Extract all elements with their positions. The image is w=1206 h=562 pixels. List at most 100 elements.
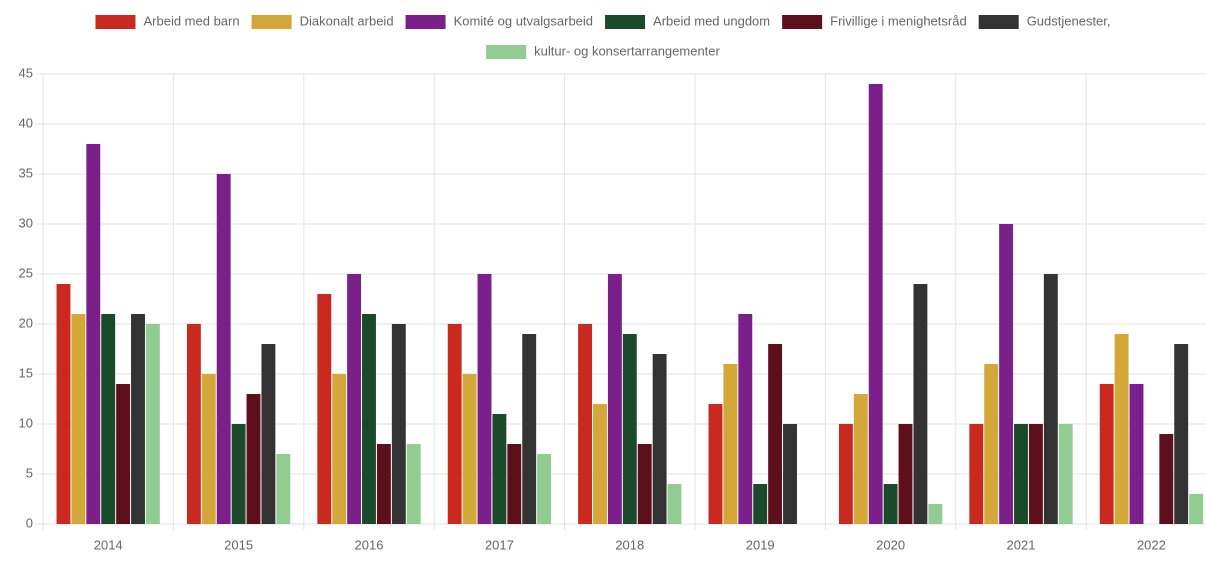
bar [332,374,347,524]
y-tick-label: 10 [19,415,33,430]
legend-item: Gudstjenester, [978,13,1111,29]
bar [578,324,593,524]
bar [1014,424,1028,524]
bar [101,314,116,524]
bar [622,334,637,524]
legend-label: Komité og utvalgsarbeid [454,13,593,28]
bar [838,424,853,524]
y-tick-label: 0 [26,515,33,530]
bar [347,274,362,524]
legend-swatch [605,15,646,29]
bar [537,454,552,524]
bar [913,284,928,524]
legend-swatch [95,15,136,29]
bar [186,324,201,524]
bar [853,394,868,524]
legend-swatch [978,15,1019,29]
y-tick-label: 45 [19,65,33,80]
bar [708,404,723,524]
bar [391,324,406,524]
bar [607,274,622,524]
bar [667,484,682,524]
y-tick-label: 35 [19,165,33,180]
bar [406,444,421,524]
x-tick-label: 2021 [1007,537,1036,552]
y-tick-label: 15 [19,365,33,380]
bar [56,284,71,524]
bar [145,324,160,524]
bar [462,374,477,524]
y-tick-label: 5 [26,465,33,480]
legend-label: Arbeid med ungdom [653,13,770,28]
bar [276,454,291,524]
legend-label: Frivillige i menighetsråd [830,13,967,28]
y-tick-label: 25 [19,265,33,280]
legend-item: kultur- og konsertarrangementer [486,43,721,59]
bar [131,314,145,524]
bar [362,314,376,524]
bar [246,394,261,524]
bar [652,354,667,524]
x-tick-label: 2019 [746,537,775,552]
bar [753,484,768,524]
x-tick-label: 2022 [1137,537,1166,552]
bar [768,344,783,524]
legend-label: Diakonalt arbeid [300,13,394,28]
legend-swatch [486,45,527,59]
bar [1129,384,1144,524]
bar [1159,434,1174,524]
bar [261,344,276,524]
bar [447,324,462,524]
bar [317,294,332,524]
y-tick-label: 30 [19,215,33,230]
bar [116,384,131,524]
bar [999,224,1014,524]
bar [593,404,607,524]
y-tick-label: 40 [19,115,33,130]
bar [969,424,984,524]
bar [1043,274,1058,524]
bar [1028,424,1043,524]
x-tick-label: 2017 [485,537,514,552]
legend-item: Frivillige i menighetsråd [782,13,967,29]
x-tick-label: 2016 [355,537,384,552]
x-tick-label: 2015 [224,537,253,552]
legend-label: Arbeid med barn [143,13,239,28]
legend-label: kultur- og konsertarrangementer [534,43,720,58]
bar [883,484,898,524]
bar [507,444,522,524]
bar [984,364,999,524]
legend-item: Diakonalt arbeid [251,13,394,29]
legend-item: Arbeid med ungdom [605,13,770,29]
bar [1174,344,1189,524]
bar [738,314,753,524]
legend-swatch [251,15,292,29]
bar [71,314,86,524]
y-tick-label: 20 [19,315,33,330]
bar [522,334,537,524]
bar [216,174,231,524]
bar [1189,494,1204,524]
legend-item: Arbeid med barn [95,13,240,29]
bar [723,364,738,524]
legend-swatch [405,15,446,29]
bar [928,504,943,524]
bar [1099,384,1114,524]
bar [637,444,652,524]
bar [477,274,492,524]
bar [201,374,216,524]
bar [376,444,391,524]
x-tick-label: 2014 [94,537,123,552]
bar [1114,334,1129,524]
bar [868,84,883,524]
legend-item: Komité og utvalgsarbeid [405,13,593,29]
bar [231,424,246,524]
legend-label: Gudstjenester, [1027,13,1111,28]
x-tick-label: 2018 [615,537,644,552]
bar [898,424,913,524]
x-tick-label: 2020 [876,537,905,552]
bar [1058,424,1073,524]
bar [783,424,797,524]
legend-swatch [782,15,823,29]
